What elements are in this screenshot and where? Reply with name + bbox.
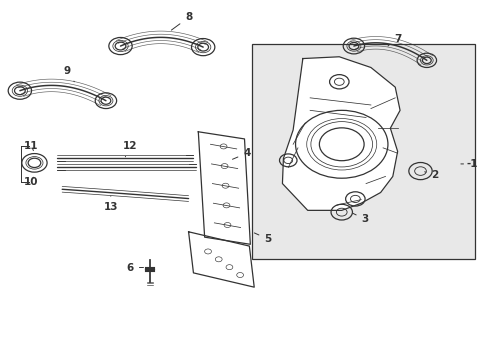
Text: 2: 2 (424, 170, 438, 180)
Text: 3: 3 (352, 213, 368, 224)
Polygon shape (282, 57, 399, 210)
Text: 11: 11 (24, 141, 39, 151)
Text: -1: -1 (460, 159, 477, 169)
Text: 10: 10 (24, 177, 39, 187)
Text: 7: 7 (387, 34, 401, 46)
Text: 12: 12 (123, 141, 137, 157)
Text: 13: 13 (103, 196, 118, 212)
Text: 9: 9 (63, 66, 74, 82)
Text: 4: 4 (232, 148, 250, 159)
Text: 6: 6 (126, 262, 143, 273)
Text: 8: 8 (171, 13, 192, 30)
Bar (251, 44, 474, 258)
Polygon shape (188, 232, 254, 287)
Text: 5: 5 (254, 233, 271, 244)
Polygon shape (198, 132, 250, 244)
